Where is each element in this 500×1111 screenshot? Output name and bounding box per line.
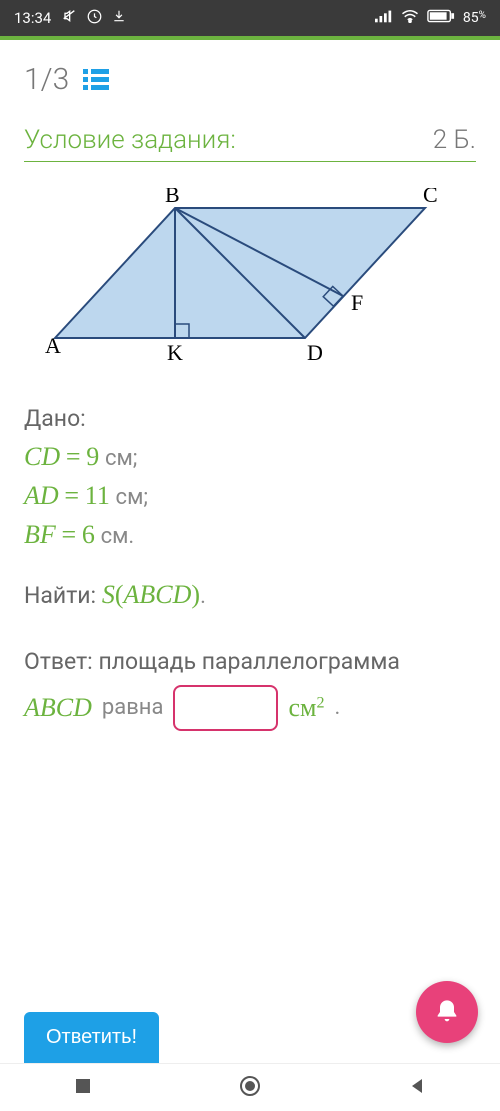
signal-icon (375, 9, 393, 27)
label-C: C (423, 188, 438, 207)
main-content: 1/3 Условие задания: 2 Б. A B C D K (0, 40, 500, 733)
nav-bar (0, 1063, 500, 1111)
answer-equals: равна (102, 687, 164, 729)
given-line-2: BF = 6 см. (24, 515, 476, 554)
battery-icon (427, 9, 455, 27)
battery-percent: 85% (463, 10, 486, 26)
condition-label: Условие задания: (24, 125, 236, 155)
nav-recent-icon[interactable] (73, 1076, 93, 1100)
bell-icon (433, 998, 461, 1026)
submit-button[interactable]: Ответить! (24, 1012, 159, 1063)
clock-icon (87, 9, 102, 28)
label-B: B (165, 188, 180, 207)
nav-back-icon[interactable] (407, 1076, 427, 1100)
given-line-0: CD = 9 см; (24, 437, 476, 476)
answer-block: Ответ: площадь параллелограмма ABCD равн… (24, 640, 476, 733)
status-right: 85% (375, 9, 486, 27)
points-label: 2 Б. (433, 125, 476, 155)
status-time: 13:34 (14, 9, 51, 27)
find-S: S (102, 580, 115, 609)
wifi-icon (401, 9, 419, 27)
answer-var: ABCD (24, 683, 92, 732)
answer-input[interactable] (173, 685, 278, 731)
mute-icon (61, 8, 77, 28)
answer-prefix: Ответ: площадь параллелограмма (24, 640, 476, 684)
download-icon (112, 9, 126, 27)
answer-input-row: ABCD равна см2 . (24, 683, 476, 732)
label-D: D (307, 340, 323, 365)
label-K: K (167, 340, 183, 365)
find-label: Найти: (24, 582, 96, 609)
find-block: Найти: S(ABCD). (24, 580, 476, 610)
diagram: A B C D K F (24, 188, 476, 378)
given-block: Дано: CD = 9 см; AD = 11 см; BF = 6 см. (24, 402, 476, 554)
status-left: 13:34 (14, 8, 126, 28)
label-A: A (45, 333, 61, 358)
condition-header: Условие задания: 2 Б. (24, 125, 476, 162)
list-icon[interactable] (83, 69, 109, 90)
label-F: F (351, 290, 363, 315)
answer-unit: см2 (288, 683, 324, 732)
page-indicator-row: 1/3 (24, 62, 476, 97)
nav-home-icon[interactable] (239, 1075, 261, 1101)
page-counter: 1/3 (24, 62, 69, 97)
given-line-1: AD = 11 см; (24, 476, 476, 515)
status-bar: 13:34 85% (0, 0, 500, 36)
notification-fab[interactable] (416, 981, 478, 1043)
given-header: Дано: (24, 402, 476, 437)
